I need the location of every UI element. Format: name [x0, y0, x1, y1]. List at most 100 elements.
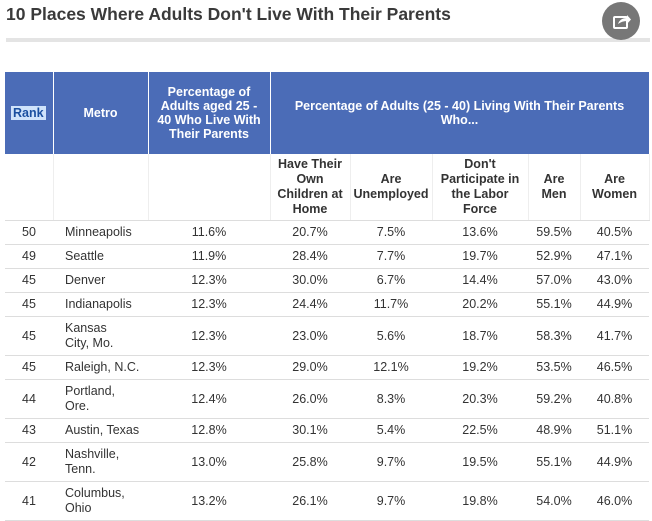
table-cell: 7.5% — [350, 220, 432, 245]
share-button[interactable] — [602, 2, 640, 40]
empty-cell — [148, 154, 271, 221]
table-cell: 13.0% — [148, 442, 270, 482]
table-cell: 25.8% — [270, 442, 350, 482]
subheader-row: Have Their Own Children at Home Are Unemp… — [5, 154, 650, 221]
table-row: 44 Portland, Ore. 12.4% 26.0% 8.3% 20.3% 59.2%… — [5, 379, 650, 419]
table-row: 45 Raleigh, N.C. 12.3% 29.0% 12.1% 19.2% 53.5%… — [5, 355, 650, 380]
metro-cell: Portland, Ore. — [53, 379, 148, 419]
table-cell: 57.0% — [528, 268, 580, 293]
table-cell: 9.7% — [350, 481, 432, 521]
empty-cell — [5, 154, 54, 221]
table-cell: 24.4% — [270, 292, 350, 317]
table-cell: 29.0% — [270, 355, 350, 380]
table-body: Have Their Own Children at Home Are Unemp… — [5, 154, 650, 521]
table-cell: 18.7% — [432, 316, 528, 356]
share-icon — [613, 15, 631, 29]
subheader: Are Men — [528, 154, 581, 221]
table-cell: 23.0% — [270, 316, 350, 356]
table-cell: 14.4% — [432, 268, 528, 293]
table-cell: 54.0% — [528, 481, 580, 521]
table-cell: 58.3% — [528, 316, 580, 356]
table-cell: 7.7% — [350, 244, 432, 269]
table-cell: 13.2% — [148, 481, 270, 521]
table-row: 50 Minneapolis 11.6% 20.7% 7.5% 13.6% 59.5% 40.… — [5, 220, 650, 245]
subheader: Have Their Own Children at Home — [270, 154, 351, 221]
metro-cell: Denver — [53, 268, 148, 293]
table-cell: 51.1% — [580, 418, 650, 443]
table-cell: 55.1% — [528, 442, 580, 482]
table-cell: 45 — [5, 268, 53, 293]
subheader: Are Unemployed — [350, 154, 433, 221]
table-cell: 5.4% — [350, 418, 432, 443]
table-row: 43 Austin, Texas 12.8% 30.1% 5.4% 22.5% 48.9% 5… — [5, 418, 650, 443]
empty-cell — [53, 154, 149, 221]
table-cell: 19.7% — [432, 244, 528, 269]
table-cell: 42 — [5, 442, 53, 482]
table-cell: 41.7% — [580, 316, 650, 356]
table-row: 45 Denver 12.3% 30.0% 6.7% 14.4% 57.0% 43.0% — [5, 268, 650, 293]
table-cell: 40.8% — [580, 379, 650, 419]
metro-cell: Columbus, Ohio — [53, 481, 148, 521]
table-cell: 5.6% — [350, 316, 432, 356]
table-cell: 12.1% — [350, 355, 432, 380]
table-cell: 12.4% — [148, 379, 270, 419]
table-row: 41 Columbus, Ohio 13.2% 26.1% 9.7% 19.8% 54.0%… — [5, 481, 650, 521]
table-cell: 26.1% — [270, 481, 350, 521]
group-header: Percentage of Adults (25 - 40) Living Wi… — [270, 72, 650, 154]
table-cell: 53.5% — [528, 355, 580, 380]
column-header[interactable]: Rank — [5, 72, 54, 154]
table-cell: 12.3% — [148, 355, 270, 380]
table-cell: 11.7% — [350, 292, 432, 317]
table-cell: 44.9% — [580, 292, 650, 317]
table-cell: 52.9% — [528, 244, 580, 269]
table-cell: 55.1% — [528, 292, 580, 317]
table-cell: 59.5% — [528, 220, 580, 245]
table-cell: 45 — [5, 316, 53, 356]
data-table: Rank Metro Percentage of Adults aged 25 … — [5, 72, 650, 521]
table-cell: 11.6% — [148, 220, 270, 245]
table-cell: 46.0% — [580, 481, 650, 521]
table-cell: 30.1% — [270, 418, 350, 443]
column-header[interactable]: Metro — [53, 72, 149, 154]
table-cell: 48.9% — [528, 418, 580, 443]
column-header[interactable]: Percentage of Adults aged 25 - 40 Who Li… — [148, 72, 271, 154]
table-cell: 20.3% — [432, 379, 528, 419]
table-cell: 19.5% — [432, 442, 528, 482]
metro-cell: Nashville, Tenn. — [53, 442, 148, 482]
table-row: 42 Nashville, Tenn. 13.0% 25.8% 9.7% 19.5% 55.… — [5, 442, 650, 482]
table-cell: 12.3% — [148, 292, 270, 317]
table-cell: 46.5% — [580, 355, 650, 380]
title: 10 Places Where Adults Don't Live With T… — [6, 4, 451, 24]
table-cell: 45 — [5, 292, 53, 317]
table-cell: 6.7% — [350, 268, 432, 293]
table-cell: 43.0% — [580, 268, 650, 293]
metro-cell: Seattle — [53, 244, 148, 269]
header-row: Rank Metro Percentage of Adults aged 25 … — [5, 72, 650, 154]
table-cell: 28.4% — [270, 244, 350, 269]
title-rule — [6, 38, 650, 42]
table-cell: 41 — [5, 481, 53, 521]
table-cell: 59.2% — [528, 379, 580, 419]
subheader: Are Women — [580, 154, 650, 221]
table-cell: 19.8% — [432, 481, 528, 521]
table-cell: 26.0% — [270, 379, 350, 419]
table-cell: 30.0% — [270, 268, 350, 293]
table-cell: 44 — [5, 379, 53, 419]
metro-cell: Raleigh, N.C. — [53, 355, 148, 380]
table-cell: 44.9% — [580, 442, 650, 482]
table-row: 45 Indianapolis 12.3% 24.4% 11.7% 20.2% 55.1% 4… — [5, 292, 650, 317]
table-cell: 40.5% — [580, 220, 650, 245]
table-row: 45 Kansas City, Mo. 12.3% 23.0% 5.6% 18.7% 58.… — [5, 316, 650, 356]
metro-cell: Kansas City, Mo. — [53, 316, 148, 356]
table-cell: 45 — [5, 355, 53, 380]
table-cell: 49 — [5, 244, 53, 269]
table-cell: 22.5% — [432, 418, 528, 443]
table-cell: 43 — [5, 418, 53, 443]
table-cell: 12.8% — [148, 418, 270, 443]
metro-cell: Minneapolis — [53, 220, 148, 245]
subheader: Don't Participate in the Labor Force — [432, 154, 529, 221]
table-cell: 20.7% — [270, 220, 350, 245]
table-cell: 47.1% — [580, 244, 650, 269]
table-cell: 50 — [5, 220, 53, 245]
